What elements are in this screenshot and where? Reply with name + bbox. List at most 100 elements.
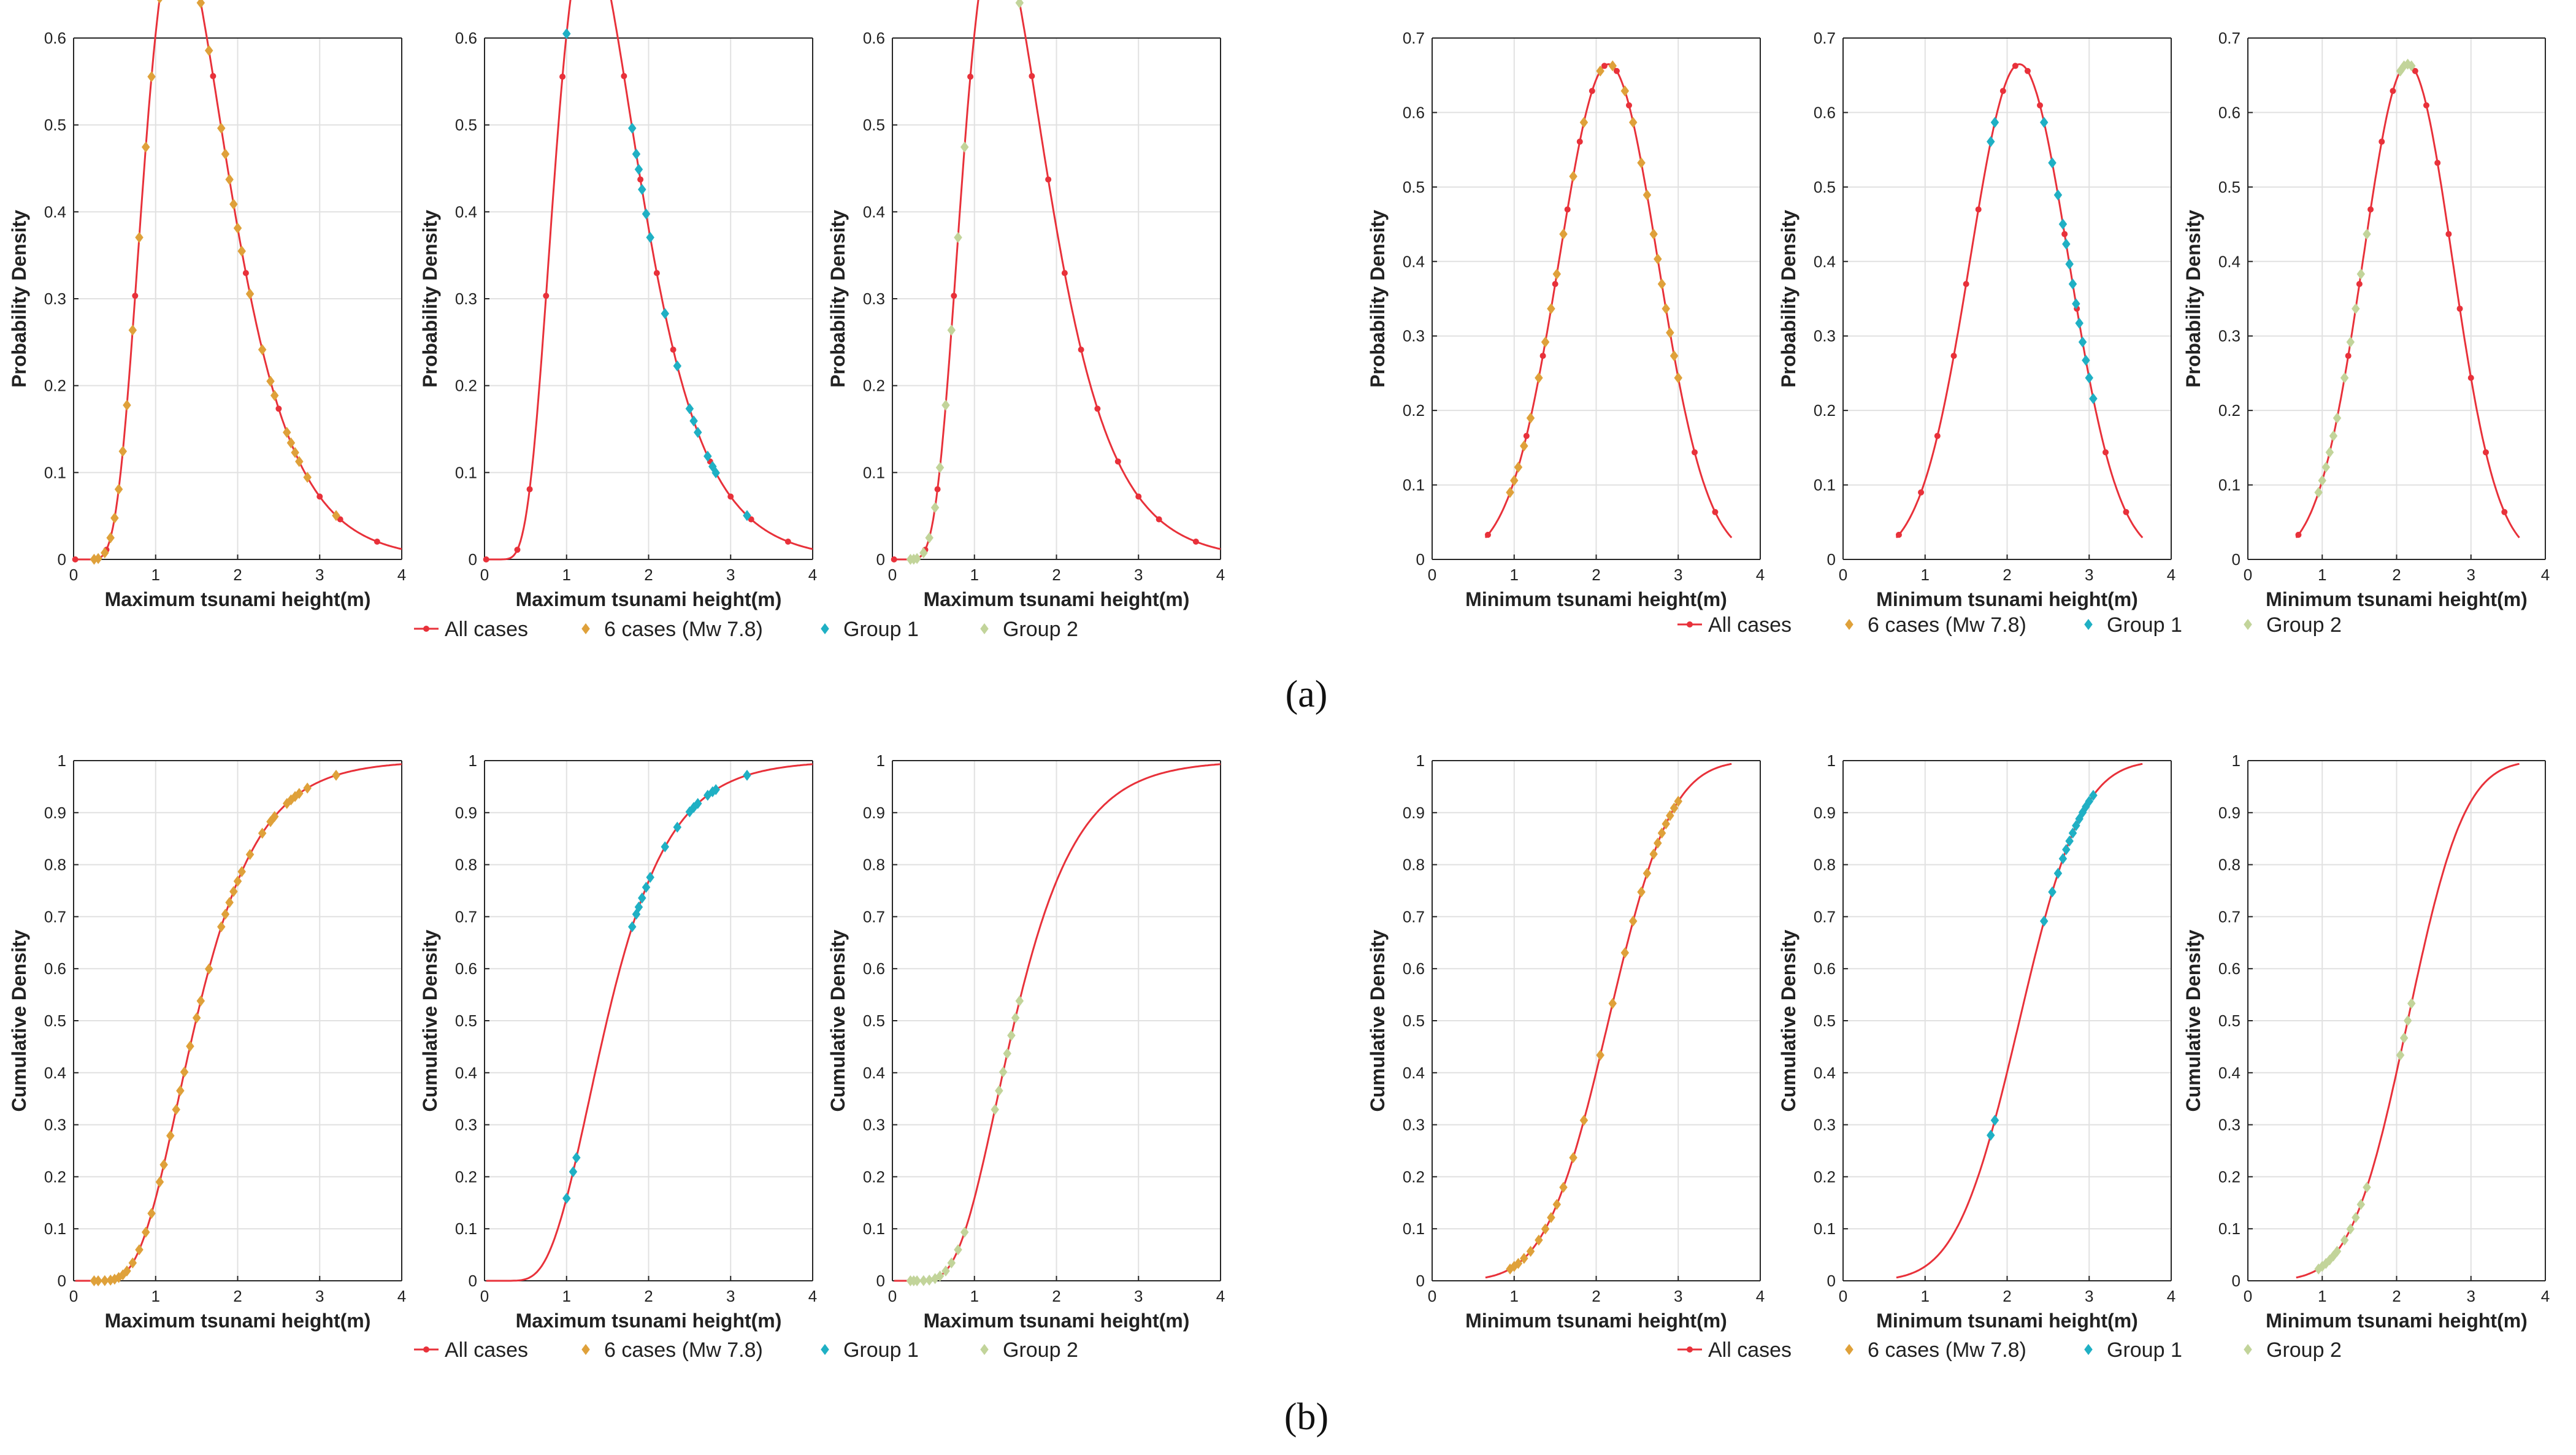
group1-marker bbox=[642, 881, 651, 893]
all-cases-marker bbox=[2501, 509, 2508, 515]
group2-marker bbox=[1003, 1048, 1011, 1059]
six-cases-marker bbox=[180, 1066, 189, 1078]
y-tick-label: 0.8 bbox=[455, 856, 477, 874]
six-cases-marker bbox=[221, 908, 230, 920]
y-tick-label: 0.1 bbox=[44, 463, 66, 482]
six-cases-marker bbox=[1514, 1257, 1523, 1269]
legend-all-cases-label: All cases bbox=[445, 618, 528, 641]
x-axis-label: Maximum tsunami height(m) bbox=[105, 1310, 371, 1332]
x-tick-label: 4 bbox=[1216, 566, 1225, 584]
group1-marker bbox=[711, 467, 720, 478]
group2-marker bbox=[954, 1244, 962, 1256]
all-cases-marker bbox=[1061, 270, 1068, 277]
six-cases-marker bbox=[157, 0, 163, 4]
y-tick-label: 0 bbox=[1827, 550, 1836, 569]
group2-marker bbox=[2363, 228, 2371, 240]
all-cases-marker bbox=[526, 486, 533, 493]
six-cases-marker bbox=[172, 1104, 180, 1115]
group1-marker bbox=[2062, 844, 2071, 856]
legend-all-cases-label: All cases bbox=[1708, 1338, 1792, 1362]
x-tick-label: 2 bbox=[2003, 566, 2011, 584]
group2-marker bbox=[1011, 1012, 1020, 1024]
legend-group2-marker bbox=[2244, 619, 2252, 630]
group1-marker bbox=[2085, 372, 2093, 384]
all-cases-marker bbox=[337, 516, 343, 523]
legend-group1-marker bbox=[821, 623, 829, 634]
legend-b-left: All cases 6 cases (Mw 7.8) Group 1 Group 2 bbox=[414, 1338, 1078, 1362]
six-cases-marker bbox=[1628, 915, 1638, 927]
y-tick-label: 0.4 bbox=[1403, 1064, 1425, 1082]
group1-marker bbox=[2048, 157, 2057, 169]
six-cases-marker bbox=[303, 782, 312, 794]
legend-six-cases-marker bbox=[1845, 1344, 1853, 1355]
all-cases-marker bbox=[1626, 102, 1632, 109]
legends: All cases 6 cases (Mw 7.8) Group 1 Group 2 A… bbox=[414, 613, 2342, 1362]
all-cases-marker bbox=[543, 293, 550, 299]
all-cases-curve bbox=[894, 763, 1221, 1282]
y-tick-label: 0.4 bbox=[44, 1064, 66, 1082]
six-cases-marker bbox=[1657, 278, 1666, 290]
y-tick-label: 0.2 bbox=[1814, 401, 1836, 420]
group2-marker bbox=[2325, 1254, 2334, 1266]
six-cases-marker bbox=[1662, 303, 1670, 315]
group2-marker bbox=[2399, 1032, 2409, 1044]
x-tick-label: 2 bbox=[1052, 566, 1060, 584]
group1-marker bbox=[1990, 1115, 1999, 1126]
x-tick-label: 3 bbox=[2085, 1287, 2093, 1305]
six-cases-marker bbox=[1569, 171, 1577, 182]
all-cases-marker bbox=[1950, 353, 1957, 359]
all-cases-marker bbox=[1192, 539, 1199, 545]
group1-marker bbox=[634, 901, 643, 913]
all-cases-marker bbox=[1712, 509, 1719, 515]
all-cases-marker bbox=[2412, 67, 2418, 74]
chart-panel-a-min-group2: 0 1 2 3 4 0 0.1 0.2 0.3 0.4 0.5 0.6 0.7 Minimum tsuna… bbox=[2182, 29, 2550, 610]
all-cases-marker bbox=[2345, 353, 2352, 359]
six-cases-marker bbox=[1649, 848, 1658, 860]
group1-marker bbox=[673, 821, 682, 833]
group2-marker bbox=[913, 553, 921, 564]
six-cases-marker bbox=[1666, 810, 1674, 821]
six-cases-marker bbox=[295, 788, 304, 799]
group1-marker bbox=[2065, 258, 2074, 270]
y-tick-label: 0.4 bbox=[1403, 252, 1425, 271]
y-tick-label: 0.1 bbox=[863, 1219, 885, 1238]
group1-marker bbox=[628, 921, 637, 932]
group1-marker bbox=[642, 208, 651, 220]
all-cases-marker bbox=[2390, 88, 2396, 94]
y-tick-label: 0.6 bbox=[455, 959, 477, 978]
y-tick-label: 0 bbox=[2232, 550, 2241, 569]
six-cases-marker bbox=[217, 122, 226, 134]
all-cases-curve bbox=[1895, 63, 2144, 539]
all-cases-marker bbox=[1975, 206, 1982, 213]
six-cases-marker bbox=[1520, 1253, 1528, 1264]
y-tick-label: 0.5 bbox=[455, 1012, 477, 1030]
y-tick-label: 0.6 bbox=[1814, 959, 1836, 978]
group2-marker bbox=[1015, 0, 1024, 9]
x-tick-label: 2 bbox=[644, 1287, 653, 1305]
x-tick-label: 4 bbox=[808, 566, 817, 584]
group2-marker bbox=[947, 324, 956, 336]
y-tick-label: 0.5 bbox=[455, 116, 477, 134]
six-cases-marker bbox=[332, 769, 340, 781]
six-cases-marker bbox=[1535, 1234, 1543, 1246]
group2-marker bbox=[2325, 447, 2334, 458]
legend-group2-label: Group 2 bbox=[2266, 613, 2342, 637]
group1-marker bbox=[646, 872, 654, 883]
all-cases-marker bbox=[1045, 176, 1052, 183]
y-tick-label: 0.7 bbox=[44, 907, 66, 926]
six-cases-marker bbox=[155, 1176, 164, 1188]
group1-marker bbox=[2085, 796, 2093, 807]
y-axis-label: Probability Density bbox=[419, 210, 441, 388]
all-cases-curve bbox=[75, 0, 402, 561]
y-tick-label: 0.3 bbox=[44, 1116, 66, 1134]
six-cases-marker bbox=[1674, 372, 1682, 384]
chart-panel-a-max-group2: 0 1 2 3 4 0 0.1 0.2 0.3 0.4 0.5 0.6 Maximum tsunami … bbox=[827, 0, 1225, 610]
six-cases-marker bbox=[1547, 1211, 1555, 1223]
six-cases-marker bbox=[237, 245, 246, 257]
x-tick-label: 2 bbox=[2392, 566, 2401, 584]
legend-group1-marker bbox=[2084, 619, 2093, 630]
group2-marker bbox=[2407, 997, 2416, 1009]
six-cases-marker bbox=[1569, 1152, 1577, 1164]
x-axis-label: Minimum tsunami height(m) bbox=[1465, 1310, 1727, 1332]
all-cases-marker bbox=[1078, 346, 1084, 353]
